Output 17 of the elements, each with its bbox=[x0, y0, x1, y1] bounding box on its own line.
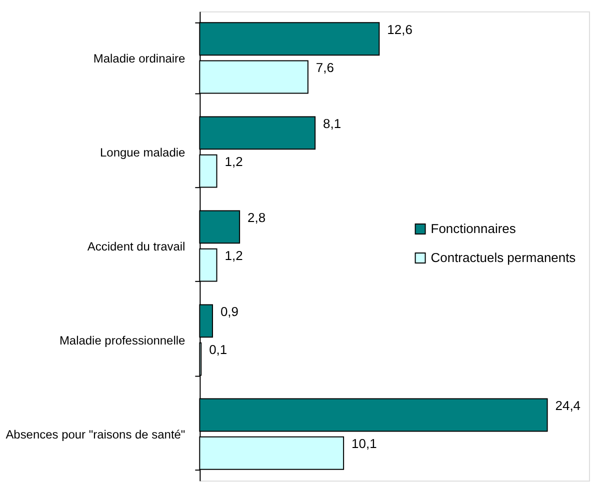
data-label: 2,8 bbox=[248, 210, 266, 225]
data-label: 8,1 bbox=[323, 116, 342, 131]
data-label: 24,4 bbox=[555, 398, 581, 414]
y-tick-label: Absences pour "raisons de santé" bbox=[6, 428, 186, 442]
legend-label: Fonctionnaires bbox=[430, 221, 516, 236]
data-label: 7,6 bbox=[316, 60, 334, 76]
data-label: 12,6 bbox=[387, 22, 412, 37]
y-tick-label: Maladie ordinaire bbox=[93, 51, 186, 66]
data-label: 0,9 bbox=[220, 304, 239, 319]
data-label: 0,1 bbox=[209, 342, 228, 358]
legend-label: Contractuels permanents bbox=[430, 250, 576, 265]
y-tick-label: Longue maladie bbox=[100, 145, 186, 160]
data-label: 1,2 bbox=[224, 248, 243, 264]
y-tick-label: Accident du travail bbox=[87, 239, 186, 254]
data-label: 10,1 bbox=[352, 436, 377, 452]
y-tick-label: Maladie professionnelle bbox=[59, 334, 186, 348]
data-label: 1,2 bbox=[224, 154, 243, 170]
